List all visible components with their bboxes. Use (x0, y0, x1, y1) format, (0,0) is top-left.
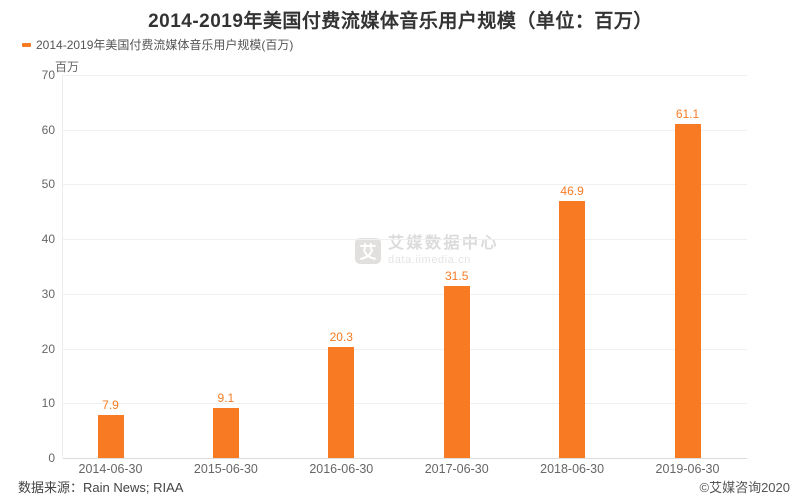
x-axis-tick-label: 2016-06-30 (309, 462, 374, 476)
bar-value-label: 20.3 (329, 329, 353, 344)
bar-value-label: 61.1 (675, 106, 700, 121)
gridline (63, 403, 747, 405)
y-axis-unit-label: 百万 (55, 60, 80, 74)
bar-value-label: 31.5 (445, 268, 469, 283)
x-axis-tick-label: 2015-06-30 (193, 462, 258, 476)
bar-2015-06-30 (212, 408, 239, 458)
plot-area: 艾 艾媒数据中心 data.iimedia.cn 0 10 20 30 40 50 60 70… (42, 68, 747, 476)
data-source: 数据来源：Rain News; RIAA (18, 480, 184, 495)
legend-marker-dash-icon (22, 42, 31, 47)
y-axis-tick-label: 10 (41, 396, 55, 411)
x-axis-tick-label: 2018-06-30 (540, 462, 605, 476)
y-axis-tick-label: 30 (41, 286, 55, 301)
bar-2018-06-30 (559, 201, 586, 458)
x-axis-tick-label: 2014-06-30 (78, 462, 143, 476)
x-axis-line (63, 458, 747, 459)
copyright: ©艾媒咨询2020 (699, 480, 791, 495)
bar-value-label: 9.1 (217, 391, 235, 406)
bar-2019-06-30 (674, 123, 701, 458)
y-axis-tick-label: 70 (41, 68, 55, 82)
y-axis-tick-label: 0 (48, 451, 55, 465)
y-axis-tick-label: 50 (41, 177, 55, 192)
gridline (63, 184, 747, 186)
x-axis-tick-label: 2017-06-30 (424, 462, 489, 476)
watermark-domain: data.iimedia.cn (388, 253, 471, 266)
y-axis-tick-label: 40 (41, 232, 55, 247)
y-axis-tick-label: 20 (41, 341, 55, 356)
bar-2014-06-30 (97, 414, 124, 458)
gridline (63, 75, 747, 76)
chart-title: 2014-2019年美国付费流媒体音乐用户规模（单位：百万） (148, 11, 653, 32)
x-axis-tick-label: 2019-06-30 (655, 462, 720, 476)
watermark: 艾 艾媒数据中心 data.iimedia.cn (355, 235, 499, 266)
bar-value-label: 46.9 (560, 184, 584, 199)
bar-2016-06-30 (328, 346, 355, 458)
gridline (63, 129, 747, 131)
y-axis-tick-label: 60 (41, 122, 55, 137)
gridline (63, 239, 747, 241)
legend-label: 2014-2019年美国付费流媒体音乐用户规模(百万) (36, 38, 294, 52)
legend: 2014-2019年美国付费流媒体音乐用户规模(百万) (22, 36, 293, 53)
gridline (63, 348, 747, 350)
watermark-text: 艾媒数据中心 data.iimedia.cn (388, 235, 499, 266)
gridline (63, 293, 747, 295)
iimedia-logo-icon: 艾 (355, 237, 381, 264)
bar-2017-06-30 (443, 285, 470, 458)
bar-value-label: 7.9 (102, 397, 119, 412)
